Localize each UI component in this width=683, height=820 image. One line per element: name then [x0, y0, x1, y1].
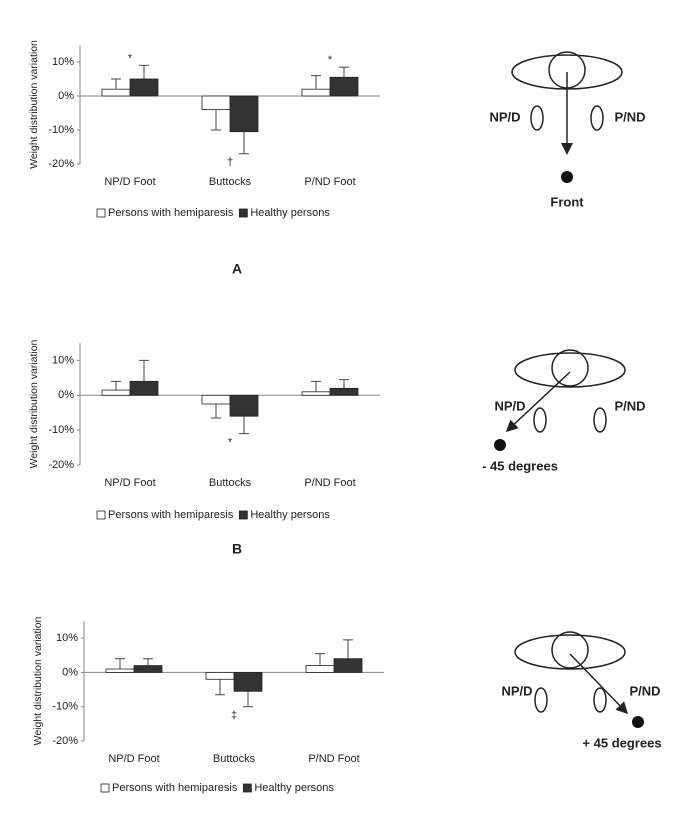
error-bar [339, 66, 349, 78]
diagram-label: NP/D [501, 683, 532, 698]
y-tick-label: 0% [58, 90, 74, 102]
bar [233, 672, 263, 692]
bar [129, 78, 159, 97]
error-bar [215, 679, 225, 696]
y-axis-label: Weight distribution variation [28, 40, 40, 169]
error-bar [243, 691, 253, 708]
x-tick-label: Buttocks [213, 753, 256, 765]
error-bar [139, 359, 149, 382]
bar [133, 665, 163, 673]
error-bar [239, 416, 249, 435]
x-tick-label: P/ND Foot [304, 477, 355, 489]
bar [105, 668, 135, 673]
error-bar [311, 380, 321, 392]
bar [305, 665, 335, 673]
x-tick-label: Buttocks [209, 477, 252, 489]
y-tick-label: 0% [58, 389, 74, 401]
legend-swatch [96, 510, 106, 520]
legend-label: Healthy persons [254, 782, 334, 794]
bar [329, 76, 359, 97]
panel-label: B [232, 541, 242, 557]
y-axis-label: Weight distribution variation [28, 339, 40, 468]
legend-label: Healthy persons [250, 509, 330, 521]
legend-swatch [238, 510, 248, 520]
legend-swatch [96, 208, 106, 218]
x-tick-label: P/ND Foot [308, 753, 359, 765]
legend-label: Healthy persons [250, 207, 330, 219]
y-tick-label: -20% [48, 158, 74, 170]
error-bar [239, 131, 249, 155]
bar [201, 394, 231, 405]
bar [301, 391, 331, 396]
y-tick-label: 10% [52, 354, 74, 366]
x-tick-label: Buttocks [209, 176, 252, 188]
y-tick-label: -10% [48, 424, 74, 436]
y-tick-label: -10% [48, 124, 74, 136]
y-tick-label: -20% [52, 735, 78, 747]
diagram-label: NP/D [494, 398, 525, 413]
legend-label: Persons with hemiparesis [108, 509, 234, 521]
bar [101, 88, 131, 97]
y-tick-label: 10% [56, 632, 78, 644]
diagram-label: P/ND [614, 398, 645, 413]
diagram: NP/D P/ND Front [489, 51, 646, 209]
bar [205, 672, 235, 680]
legend-label: Persons with hemiparesis [112, 782, 238, 794]
error-bar [339, 379, 349, 389]
diagram: NP/D P/ND - 45 degrees [482, 349, 646, 473]
legend-swatch [238, 208, 248, 218]
y-axis-label: Weight distribution variation [32, 616, 44, 745]
annotation: * [228, 437, 233, 449]
bar [201, 95, 231, 110]
x-tick-label: NP/D Foot [108, 753, 159, 765]
bar [129, 380, 159, 396]
diagram-label: + 45 degrees [582, 735, 661, 750]
error-bar [143, 658, 153, 666]
error-bar [211, 109, 221, 131]
y-tick-label: -20% [48, 459, 74, 471]
diagram-label: NP/D [489, 109, 520, 124]
annotation: † [227, 157, 233, 169]
error-bar [343, 639, 353, 659]
error-bar [111, 78, 121, 90]
legend-label: Persons with hemiparesis [108, 207, 234, 219]
bar [101, 389, 131, 396]
annotation: ‡ [231, 710, 237, 722]
bar [229, 394, 259, 417]
error-bar [111, 380, 121, 391]
diagram-label: P/ND [629, 683, 660, 698]
bar [329, 387, 359, 396]
error-bar [311, 75, 321, 90]
diagram-label: Front [550, 194, 584, 209]
legend-swatch [100, 783, 110, 793]
bar [229, 95, 259, 133]
bar [333, 658, 363, 673]
x-tick-label: NP/D Foot [104, 477, 155, 489]
bar [301, 88, 331, 97]
diagram-label: P/ND [614, 109, 645, 124]
x-tick-label: P/ND Foot [304, 176, 355, 188]
error-bar [315, 653, 325, 666]
diagram-label: - 45 degrees [482, 458, 558, 473]
error-bar [211, 404, 221, 419]
panel-label: A [232, 261, 242, 277]
y-tick-label: 0% [62, 666, 78, 678]
error-bar [115, 658, 125, 669]
legend-swatch [242, 783, 252, 793]
diagram: NP/D P/ND + 45 degrees [501, 631, 662, 750]
error-bar [139, 64, 149, 79]
annotation: * [128, 52, 133, 64]
y-tick-label: 10% [52, 56, 74, 68]
y-tick-label: -10% [52, 701, 78, 713]
x-tick-label: NP/D Foot [104, 176, 155, 188]
annotation: * [328, 54, 333, 66]
